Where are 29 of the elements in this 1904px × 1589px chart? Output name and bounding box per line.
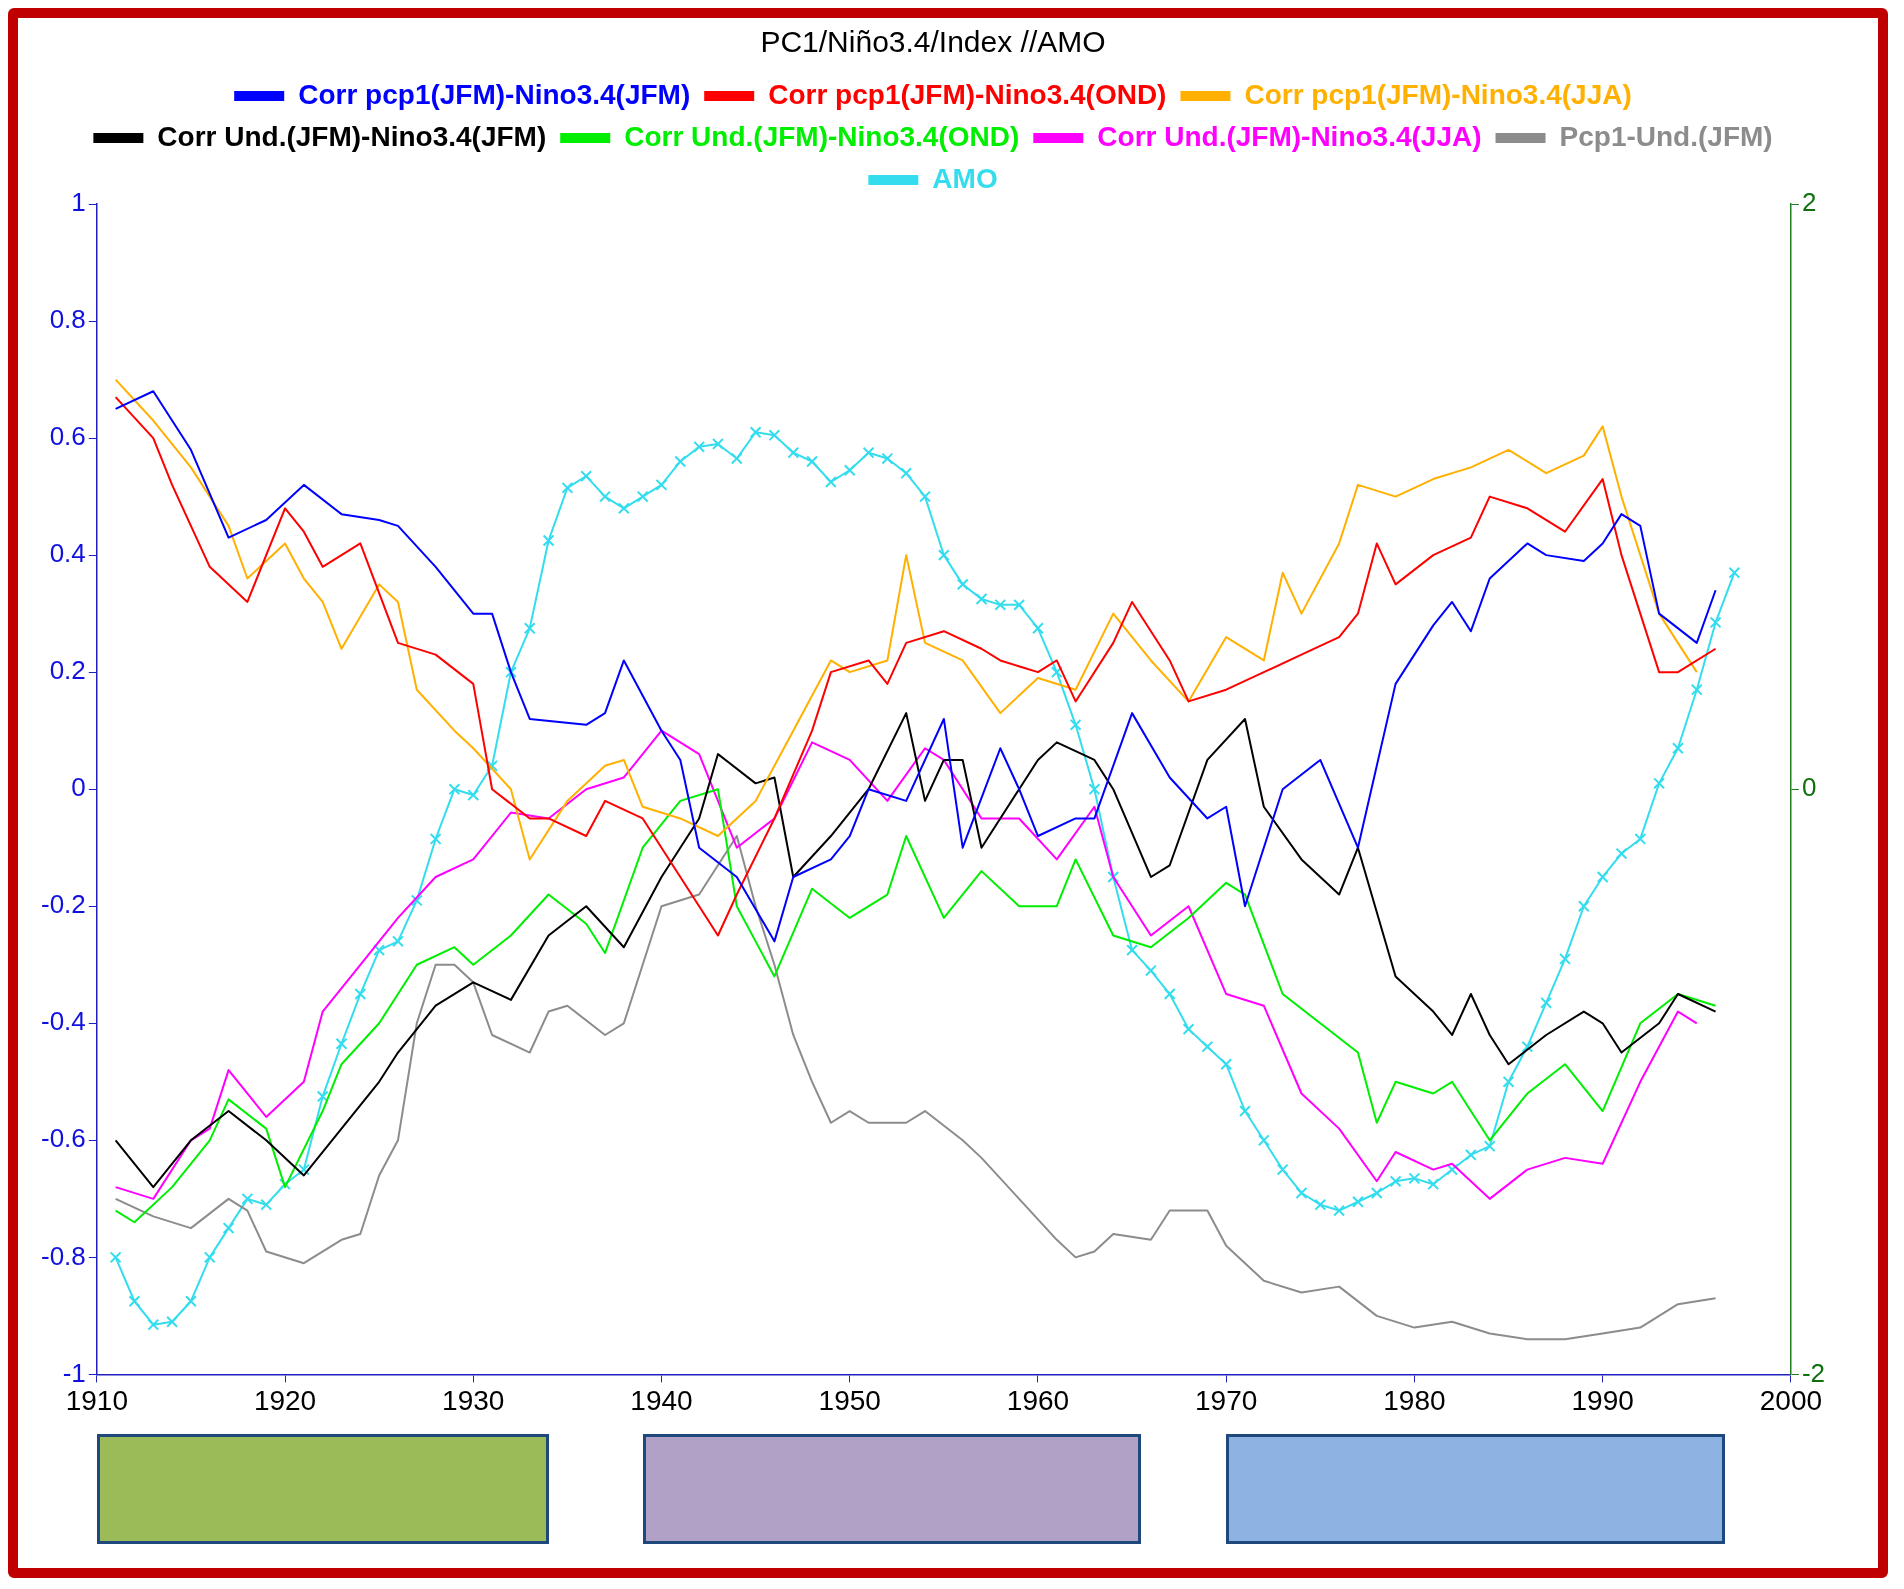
- y2-tick-label: 0: [1801, 772, 1817, 803]
- chart-title: PC1/Niño3.4/Index //AMO: [760, 25, 1106, 59]
- y-tick-label: 0: [71, 772, 86, 803]
- y-tick-label: 0.4: [49, 538, 86, 569]
- legend-label: Corr pcp1(JFM)-Nino3.4(JFM): [298, 78, 691, 110]
- y-tick-label: -0.4: [40, 1006, 86, 1037]
- y-tick-label: -0.6: [40, 1123, 86, 1154]
- legend-label: Pcp1-Und.(JFM): [1559, 120, 1773, 152]
- y-tick-label: -0.2: [40, 889, 86, 920]
- legend-label: Corr Und.(JFM)-Nino3.4(OND): [624, 120, 1020, 152]
- x-tick-label: 1980: [1383, 1384, 1446, 1416]
- x-tick-label: 1940: [630, 1384, 693, 1416]
- x-tick-label: 1990: [1571, 1384, 1634, 1416]
- x-tick-label: 1930: [442, 1384, 505, 1416]
- y2-tick-label: 2: [1801, 187, 1817, 218]
- legend-label: AMO: [932, 162, 998, 194]
- y-tick-label: 1: [71, 187, 86, 218]
- x-tick-label: 1960: [1006, 1384, 1070, 1416]
- y-tick-label: 0.2: [49, 655, 86, 686]
- x-tick-label: 1950: [818, 1384, 881, 1416]
- x-tick-label: 1920: [253, 1384, 317, 1416]
- legend-label: Corr Und.(JFM)-Nino3.4(JFM): [157, 120, 547, 152]
- legend-label: Corr Und.(JFM)-Nino3.4(JJA): [1097, 120, 1482, 152]
- legend-label: Corr pcp1(JFM)-Nino3.4(JJA): [1244, 78, 1632, 110]
- x-tick-label: 1970: [1195, 1384, 1258, 1416]
- y-tick-label: 0.8: [49, 304, 86, 335]
- y-tick-label: 0.6: [49, 421, 86, 452]
- y-tick-label: -0.8: [40, 1240, 86, 1271]
- legend-label: Corr pcp1(JFM)-Nino3.4(OND): [768, 78, 1167, 110]
